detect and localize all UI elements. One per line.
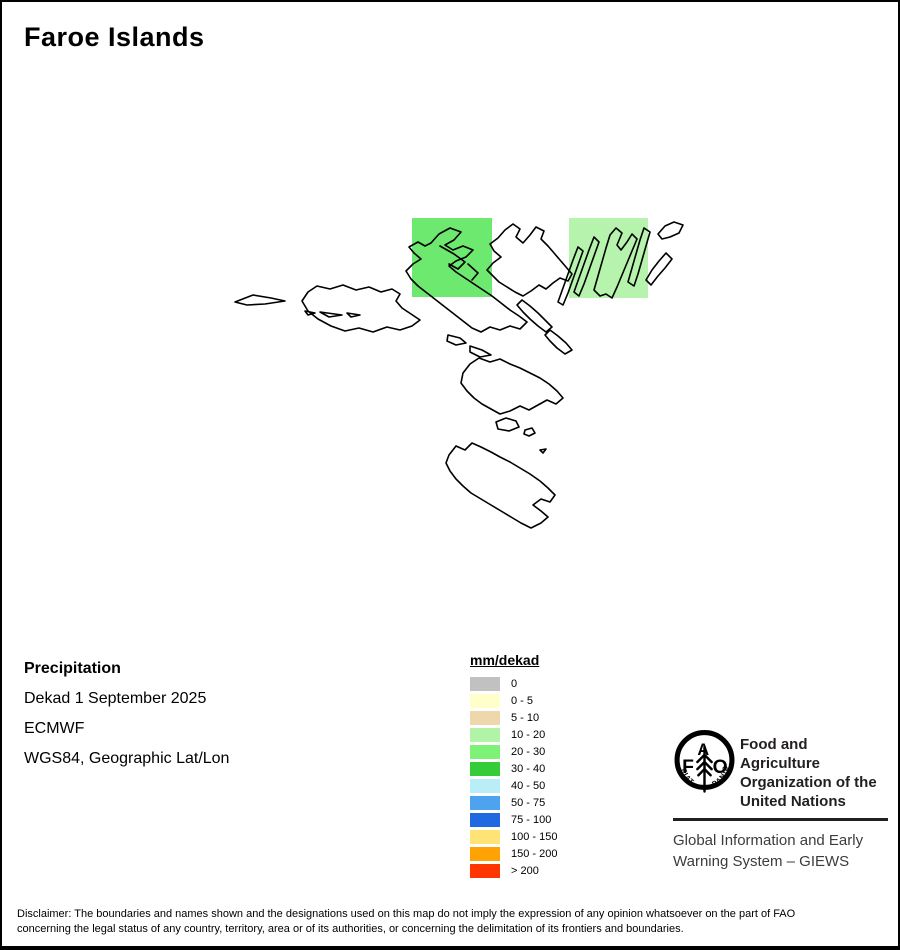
legend-row: 0 - 5 (470, 692, 557, 709)
precipitation-legend: mm/dekad 0 0 - 5 5 - 10 10 - 20 20 - 30 30 - … (470, 652, 557, 879)
legend-swatch (470, 727, 500, 742)
legend-title: mm/dekad (470, 652, 540, 668)
giews-label: Global Information and Early Warning Syst… (673, 830, 888, 872)
legend-row: 5 - 10 (470, 709, 557, 726)
legend-swatch (470, 846, 500, 861)
island-eysturoy (486, 223, 573, 297)
legend-row: 40 - 50 (470, 777, 557, 794)
legend-row: 30 - 40 (470, 760, 557, 777)
giews-line: Global Information and Early (673, 832, 864, 849)
legend-label: 40 - 50 (511, 779, 546, 792)
fao-org-line: United Nations (740, 793, 846, 810)
fao-org-line: Food and Agriculture (740, 736, 821, 772)
island-kalsoy (557, 246, 584, 306)
disclaimer-line: Disclaimer: The boundaries and names sho… (17, 908, 796, 920)
streymoy-fjords (439, 245, 479, 281)
island-suduroy (445, 442, 556, 529)
legend-swatch (470, 812, 500, 827)
legend-row: 50 - 75 (470, 794, 557, 811)
eysturoy-south (516, 299, 553, 333)
legend-swatch (470, 676, 500, 691)
legend-label: > 200 (511, 864, 539, 877)
coastline (234, 221, 684, 529)
legend-swatch (470, 829, 500, 844)
island-vidoy (627, 227, 651, 287)
island-skuvoy (495, 417, 520, 432)
legend-swatch (470, 795, 500, 810)
fao-org-line: Organization of the (740, 774, 877, 791)
disclaimer-text: Disclaimer: The boundaries and names sho… (17, 907, 889, 937)
legend-label: 20 - 30 (511, 745, 546, 758)
info-line: ECMWF (24, 720, 85, 737)
island-nolsoy (544, 329, 573, 355)
fao-org-name: Food and Agriculture Organization of the U… (740, 728, 888, 811)
legend-label: 10 - 20 (511, 728, 546, 741)
legend-swatch (470, 744, 500, 759)
legend-row: 100 - 150 (470, 828, 557, 845)
info-line: WGS84, Geographic Lat/Lon (24, 750, 230, 767)
legend-rows: 0 0 - 5 5 - 10 10 - 20 20 - 30 30 - 40 40 - 50… (470, 675, 557, 879)
branding-block: F A O FIAT PANIS Food and Agriculture Org… (673, 728, 888, 872)
island-vagar (301, 284, 421, 333)
legend-swatch (470, 778, 500, 793)
legend-label: 5 - 10 (511, 711, 540, 724)
fao-letter-a: A (697, 741, 709, 759)
legend-row: 0 (470, 675, 557, 692)
legend-label: 100 - 150 (511, 830, 558, 843)
info-heading: Precipitation (24, 660, 121, 677)
island-bordoy (593, 227, 638, 299)
legend-label: 50 - 75 (511, 796, 546, 809)
disclaimer-line: concerning the legal status of any count… (17, 923, 684, 935)
fao-letter-o: O (713, 757, 728, 778)
legend-label: 0 (511, 677, 518, 690)
legend-swatch (470, 863, 500, 878)
fao-logo-icon: F A O FIAT PANIS (674, 730, 735, 793)
fao-letter-f: F (682, 757, 694, 778)
wheat-ear-icon (696, 745, 713, 793)
island-svinoy (645, 252, 673, 286)
branding-divider (673, 818, 888, 821)
legend-row: 10 - 20 (470, 726, 557, 743)
legend-row: 75 - 100 (470, 811, 557, 828)
giews-line: Warning System – GIEWS (673, 853, 850, 870)
legend-label: 150 - 200 (511, 847, 558, 860)
island-kunoy (573, 236, 600, 297)
island-litla-dimun (539, 448, 547, 454)
legend-label: 0 - 5 (511, 694, 534, 707)
legend-label: 30 - 40 (511, 762, 546, 775)
legend-label: 75 - 100 (511, 813, 552, 826)
legend-swatch (470, 693, 500, 708)
island-fugloy (657, 221, 684, 240)
legend-row: 150 - 200 (470, 845, 557, 862)
precipitation-cell (412, 218, 492, 297)
legend-row: > 200 (470, 862, 557, 879)
island-hestur (446, 334, 467, 346)
map-info-block: Precipitation Dekad 1 September 2025 ECMW… (24, 654, 229, 774)
page-title: Faroe Islands (24, 22, 205, 52)
island-sandoy (460, 357, 564, 415)
info-line: Dekad 1 September 2025 (24, 690, 207, 707)
legend-row: 20 - 30 (470, 743, 557, 760)
island-koltur (469, 345, 492, 358)
info-lines: Dekad 1 September 2025 ECMWF WGS84, Geogra… (24, 684, 229, 774)
island-streymoy (405, 227, 528, 333)
legend-swatch (470, 710, 500, 725)
island-mykines (234, 294, 286, 306)
legend-swatch (470, 761, 500, 776)
island-stora-dimun (523, 427, 536, 437)
